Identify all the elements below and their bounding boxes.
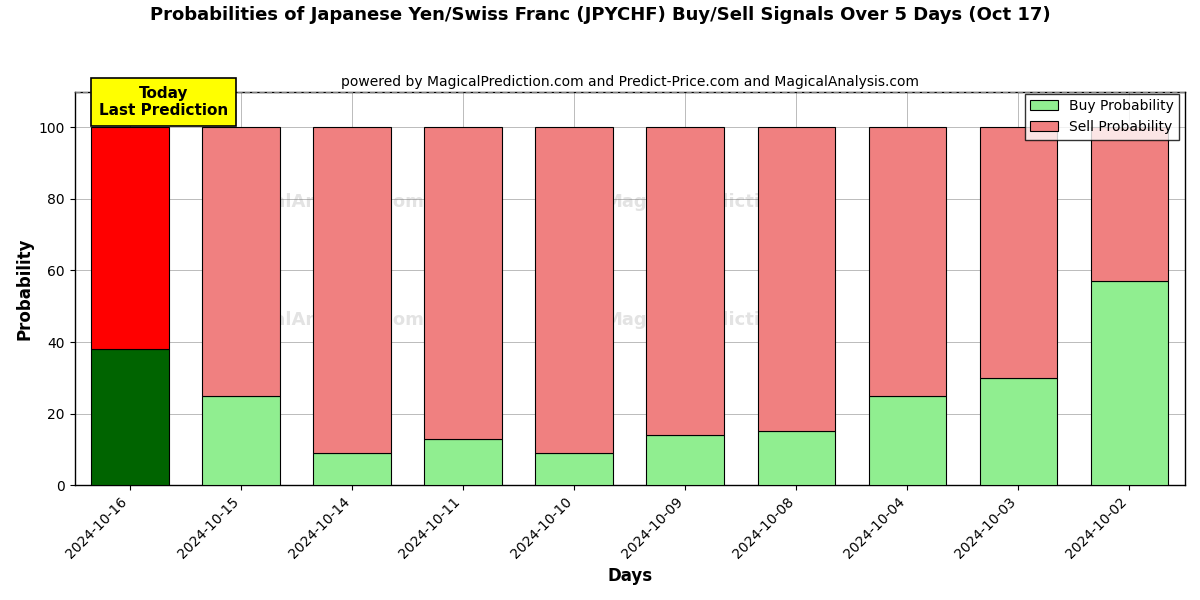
Title: powered by MagicalPrediction.com and Predict-Price.com and MagicalAnalysis.com: powered by MagicalPrediction.com and Pre…: [341, 75, 919, 89]
Text: MagicalPrediction.com: MagicalPrediction.com: [604, 193, 834, 211]
Text: Today
Last Prediction: Today Last Prediction: [98, 86, 228, 118]
Bar: [313, 127, 391, 453]
Bar: [647, 435, 725, 485]
Y-axis label: Probability: Probability: [16, 237, 34, 340]
Bar: [425, 127, 502, 439]
Bar: [979, 378, 1057, 485]
Text: MagicalAnalysis.com: MagicalAnalysis.com: [214, 193, 424, 211]
X-axis label: Days: Days: [607, 567, 653, 585]
Bar: [1091, 281, 1169, 485]
Bar: [425, 439, 502, 485]
Bar: [203, 396, 280, 485]
Bar: [869, 396, 947, 485]
Legend: Buy Probability, Sell Probability: Buy Probability, Sell Probability: [1025, 94, 1180, 140]
Bar: [757, 431, 835, 485]
Bar: [757, 127, 835, 431]
Bar: [313, 453, 391, 485]
Bar: [203, 127, 280, 396]
Bar: [869, 127, 947, 396]
Bar: [535, 127, 613, 453]
Text: MagicalAnalysis.com: MagicalAnalysis.com: [214, 311, 424, 329]
Bar: [647, 127, 725, 435]
Text: MagicalPrediction.com: MagicalPrediction.com: [604, 311, 834, 329]
Text: Probabilities of Japanese Yen/Swiss Franc (JPYCHF) Buy/Sell Signals Over 5 Days : Probabilities of Japanese Yen/Swiss Fran…: [150, 6, 1050, 24]
Bar: [1091, 127, 1169, 281]
Bar: [91, 349, 169, 485]
Bar: [979, 127, 1057, 378]
Bar: [91, 127, 169, 349]
Bar: [535, 453, 613, 485]
